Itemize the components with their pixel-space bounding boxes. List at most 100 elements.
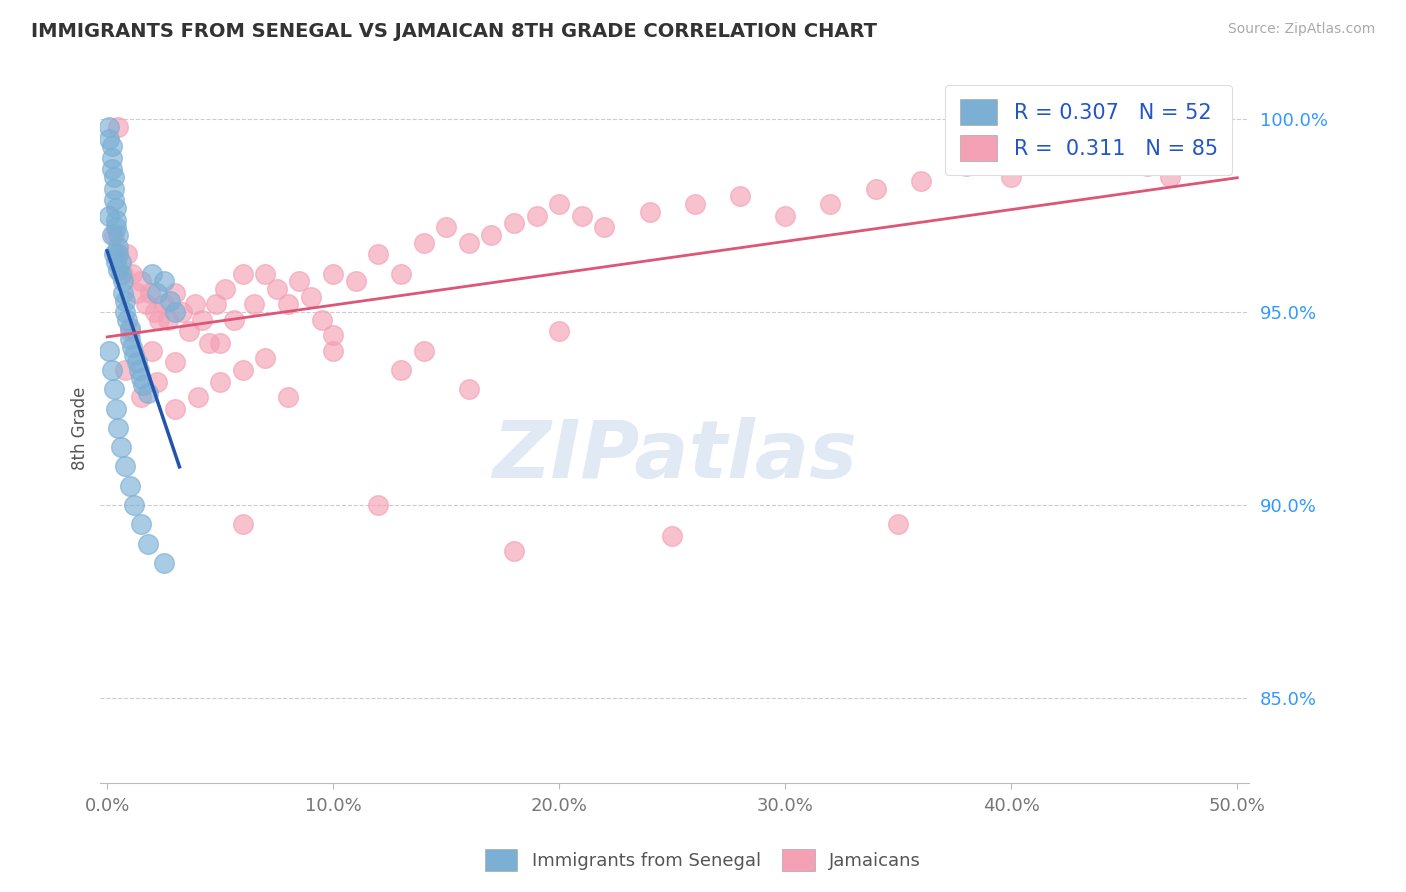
Point <box>139 285 162 300</box>
Point <box>288 274 311 288</box>
Point <box>232 267 254 281</box>
Point <box>103 247 125 261</box>
Text: ZIPatlas: ZIPatlas <box>492 417 858 495</box>
Point <box>100 151 122 165</box>
Point <box>107 120 129 134</box>
Point <box>955 159 977 173</box>
Point <box>198 335 221 350</box>
Point <box>1091 143 1114 157</box>
Point <box>209 335 232 350</box>
Point <box>1114 116 1136 130</box>
Point <box>277 297 299 311</box>
Point <box>129 370 152 384</box>
Point <box>98 131 121 145</box>
Point <box>105 255 128 269</box>
Point <box>129 517 152 532</box>
Point <box>503 544 526 558</box>
Point <box>118 332 141 346</box>
Point <box>367 498 389 512</box>
Point <box>146 285 169 300</box>
Point <box>107 421 129 435</box>
Point <box>100 162 122 177</box>
Point <box>277 390 299 404</box>
Point <box>243 297 266 311</box>
Point <box>222 313 245 327</box>
Point <box>117 247 139 261</box>
Point <box>103 170 125 185</box>
Point <box>143 305 166 319</box>
Point <box>105 401 128 416</box>
Point <box>865 182 887 196</box>
Point <box>107 239 129 253</box>
Point <box>98 120 121 134</box>
Point <box>638 204 661 219</box>
Point <box>683 197 706 211</box>
Point <box>121 267 143 281</box>
Point <box>98 209 121 223</box>
Point <box>118 320 141 334</box>
Point <box>159 293 181 308</box>
Point <box>163 285 186 300</box>
Point <box>299 290 322 304</box>
Point <box>479 227 502 242</box>
Point <box>114 293 136 308</box>
Point <box>232 517 254 532</box>
Y-axis label: 8th Grade: 8th Grade <box>72 386 89 469</box>
Point <box>163 355 186 369</box>
Point <box>128 363 150 377</box>
Point <box>548 325 571 339</box>
Point <box>1045 151 1067 165</box>
Point <box>191 313 214 327</box>
Point <box>105 220 128 235</box>
Point <box>122 347 145 361</box>
Point <box>141 343 163 358</box>
Point <box>322 328 344 343</box>
Point <box>103 227 125 242</box>
Point <box>157 313 180 327</box>
Point <box>152 297 174 311</box>
Point <box>389 267 412 281</box>
Point <box>204 297 226 311</box>
Point <box>887 517 910 532</box>
Point <box>571 209 593 223</box>
Point <box>122 498 145 512</box>
Point <box>105 201 128 215</box>
Point <box>548 197 571 211</box>
Point <box>593 220 616 235</box>
Point <box>103 382 125 396</box>
Point <box>254 267 277 281</box>
Point <box>98 343 121 358</box>
Point <box>118 325 141 339</box>
Point <box>214 282 236 296</box>
Point <box>146 375 169 389</box>
Point <box>100 139 122 153</box>
Point <box>114 459 136 474</box>
Point <box>163 305 186 319</box>
Legend: R = 0.307   N = 52, R =  0.311   N = 85: R = 0.307 N = 52, R = 0.311 N = 85 <box>945 85 1233 175</box>
Point <box>311 313 333 327</box>
Point <box>412 343 434 358</box>
Point <box>125 355 148 369</box>
Point <box>184 297 207 311</box>
Point <box>107 262 129 277</box>
Point <box>661 529 683 543</box>
Point <box>132 378 155 392</box>
Point <box>820 197 842 211</box>
Point <box>136 536 159 550</box>
Point <box>266 282 288 296</box>
Point <box>1159 170 1181 185</box>
Point <box>110 255 132 269</box>
Point <box>457 235 479 250</box>
Point <box>910 174 932 188</box>
Point <box>344 274 367 288</box>
Point <box>141 267 163 281</box>
Point <box>100 363 122 377</box>
Legend: Immigrants from Senegal, Jamaicans: Immigrants from Senegal, Jamaicans <box>478 842 928 879</box>
Point <box>187 390 209 404</box>
Point <box>114 305 136 319</box>
Point <box>1181 151 1204 165</box>
Point <box>177 325 200 339</box>
Point <box>526 209 548 223</box>
Text: IMMIGRANTS FROM SENEGAL VS JAMAICAN 8TH GRADE CORRELATION CHART: IMMIGRANTS FROM SENEGAL VS JAMAICAN 8TH … <box>31 22 877 41</box>
Point <box>129 390 152 404</box>
